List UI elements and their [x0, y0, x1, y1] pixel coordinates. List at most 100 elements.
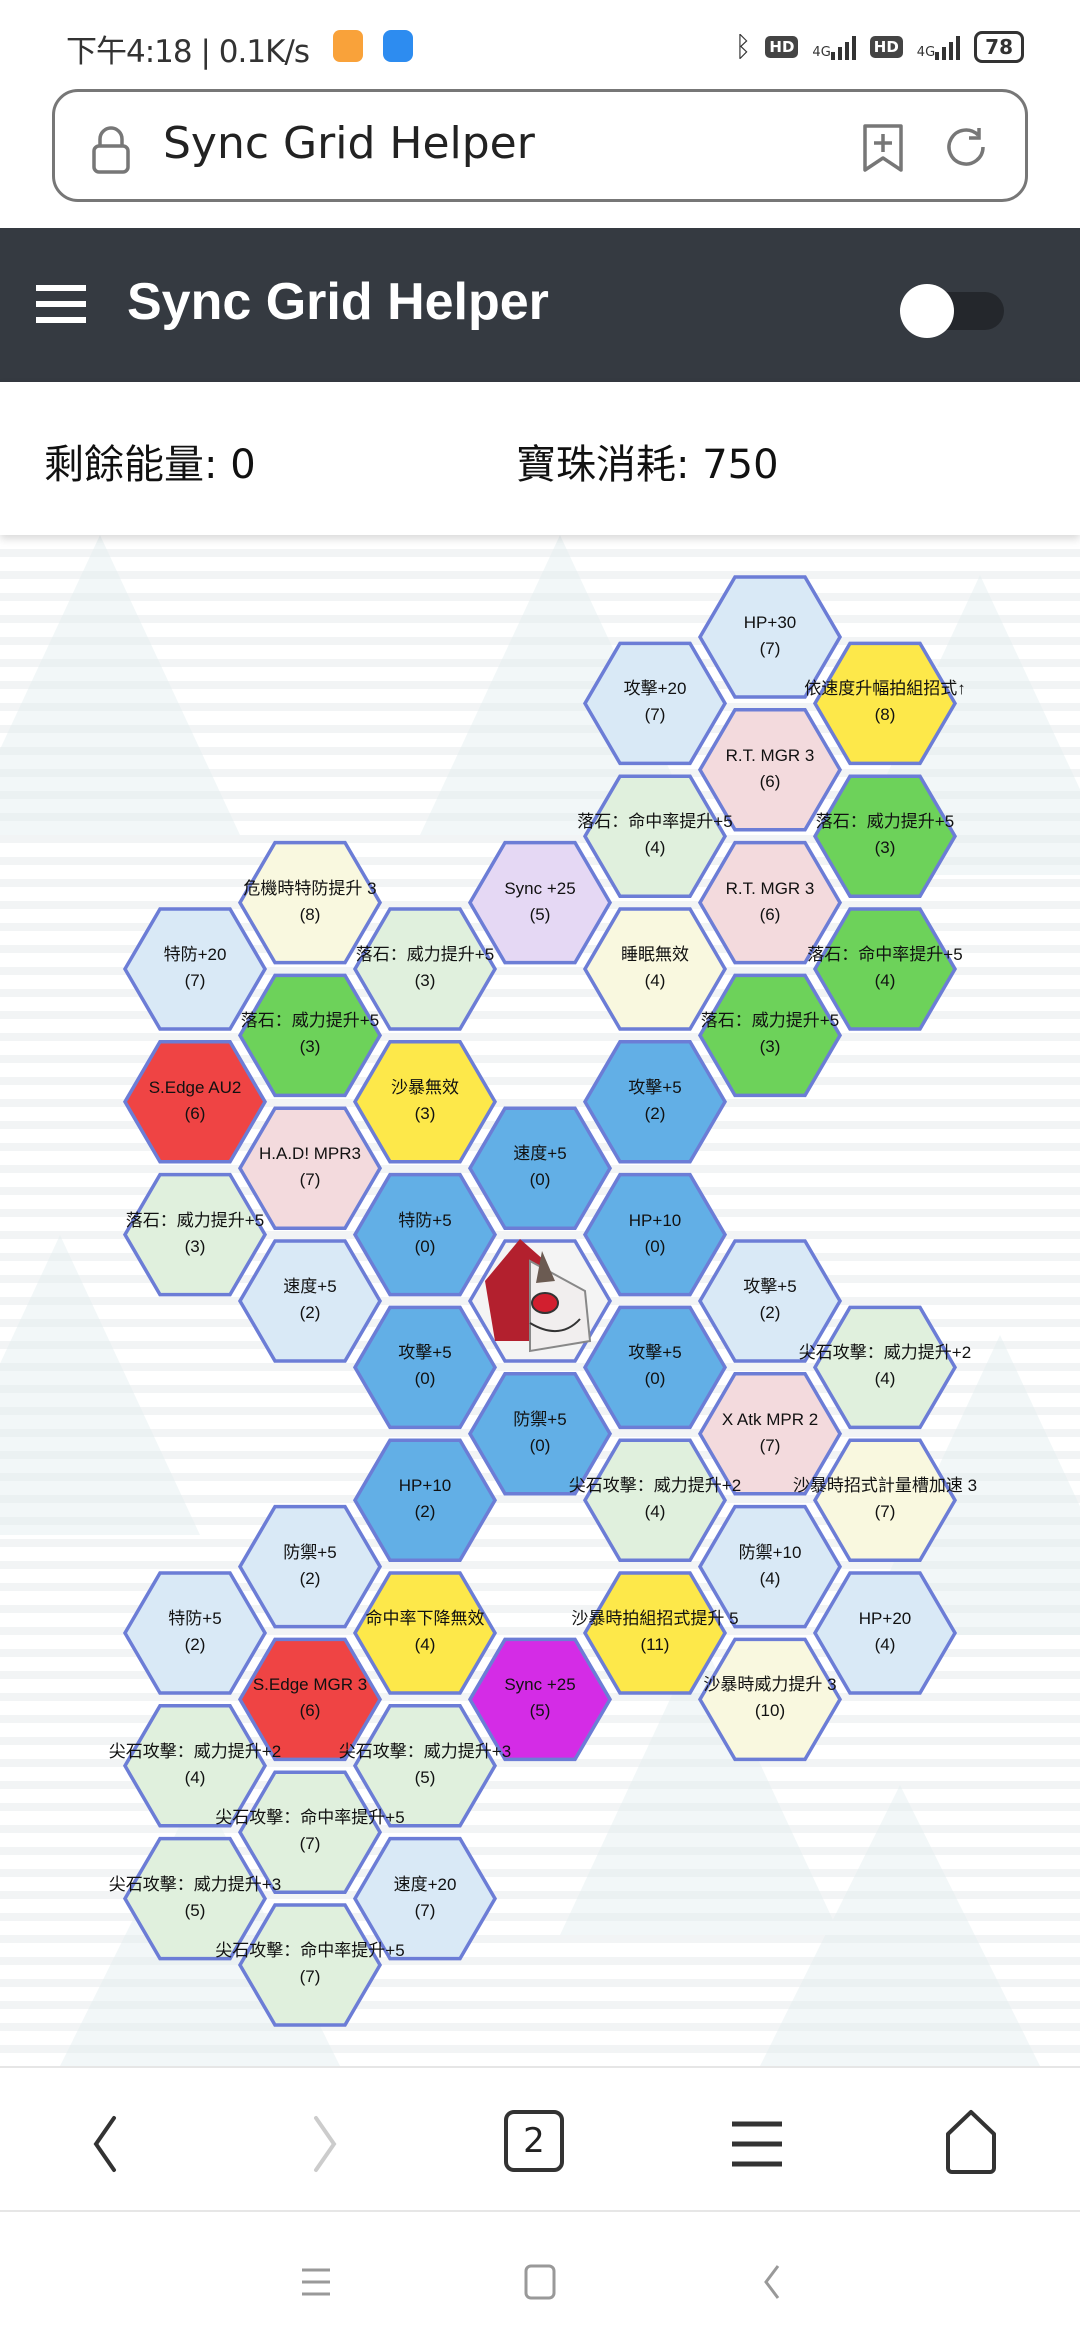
menu-icon[interactable]: [722, 2106, 792, 2176]
hex-skill-name: R.T. MGR 3: [725, 745, 815, 765]
grid-hex[interactable]: [237, 1504, 383, 1629]
grid-hex[interactable]: [812, 774, 958, 898]
grid-hex[interactable]: [122, 1172, 268, 1297]
hex-label: 防禦+10 (4): [739, 1540, 802, 1592]
grid-hex[interactable]: [352, 1571, 498, 1695]
hex-label: 依速度升幅拍組招式↑ (8): [804, 676, 966, 728]
hex-skill-name: 攻擊+5: [628, 1343, 682, 1363]
hex-label: Sync +25 (5): [504, 876, 575, 928]
grid-hex[interactable]: [352, 1305, 498, 1430]
hex-cost: (6): [759, 771, 781, 791]
grid-hex[interactable]: [237, 973, 383, 1098]
grid-hex[interactable]: [237, 1770, 383, 1894]
grid-hex[interactable]: [352, 1172, 498, 1297]
hex-skill-name: 尖石攻擊：威力提升+2: [798, 1343, 972, 1363]
mode-toggle[interactable]: [900, 284, 1006, 338]
add-bookmark-icon[interactable]: [861, 122, 905, 174]
hex-skill-name: HP+10: [628, 1210, 682, 1230]
grid-hex[interactable]: [122, 907, 268, 1031]
grid-hex[interactable]: [582, 1571, 728, 1695]
hex-cost: (4): [874, 1635, 896, 1654]
grid-hex[interactable]: [352, 1704, 498, 1828]
grid-hex[interactable]: [237, 1239, 383, 1363]
grid-hex[interactable]: [697, 1372, 843, 1496]
grid-hex[interactable]: [122, 1040, 268, 1164]
hex-skill-name: 尖石攻擊：威力提升+2: [108, 1741, 282, 1761]
grid-hex[interactable]: [582, 1305, 728, 1430]
hex-skill-name: 危機時特防提升 3: [243, 878, 377, 898]
hex-skill-name: S.Edge MGR 3: [252, 1675, 368, 1695]
hamburger-menu-icon[interactable]: [36, 285, 86, 323]
hex-cost: (2): [299, 1303, 321, 1322]
hex-skill-name: 尖石攻擊：威力提升+3: [108, 1874, 282, 1894]
chevron-right-icon[interactable]: [290, 2106, 360, 2176]
grid-hex[interactable]: [352, 907, 498, 1031]
grid-hex[interactable]: [467, 1372, 613, 1496]
notes-app-icon: [333, 30, 363, 62]
hex-skill-name: 依速度升幅拍組招式↑: [804, 679, 966, 699]
grid-hex[interactable]: [237, 1903, 383, 2027]
hex-label: 攻擊+5 (0): [628, 1340, 681, 1392]
hex-cost: (7): [299, 1170, 321, 1190]
stats-bar: 剩餘能量: 0 寶珠消耗: 750: [0, 382, 1080, 535]
grid-hex[interactable]: [582, 774, 728, 898]
tabs-button[interactable]: 2: [504, 2110, 564, 2172]
hex-label: R.T. MGR 3 (6): [726, 743, 815, 795]
hex-skill-name: 尖石攻擊：命中率提升+5: [215, 1808, 405, 1828]
grid-hex[interactable]: [582, 1040, 728, 1164]
hex-skill-name: 特防+5: [398, 1210, 452, 1230]
hex-skill-name: 特防+5: [168, 1609, 222, 1628]
home-icon[interactable]: [936, 2106, 1006, 2176]
grid-hex[interactable]: [697, 575, 843, 699]
reload-icon[interactable]: [943, 124, 989, 170]
chevron-left-icon[interactable]: [70, 2106, 140, 2176]
grid-hex[interactable]: [697, 708, 843, 832]
grid-hex[interactable]: [352, 1836, 498, 1961]
grid-hex[interactable]: [812, 1305, 958, 1430]
grid-hex[interactable]: [812, 1438, 958, 1562]
hex-skill-name: 沙暴時威力提升 3: [703, 1675, 837, 1695]
hex-skill-name: 落石：威力提升+5: [355, 945, 495, 964]
grid-hex[interactable]: [237, 840, 383, 965]
grid-hex[interactable]: [697, 1637, 843, 1762]
hex-skill-name: 防禦+5: [513, 1409, 567, 1429]
grid-hex[interactable]: [467, 1106, 613, 1230]
grid-hex[interactable]: [697, 840, 843, 965]
grid-hex[interactable]: [122, 1704, 268, 1828]
grid-hex[interactable]: [697, 1239, 843, 1363]
hex-label: 落石：威力提升+5 (3): [356, 942, 494, 994]
hex-label: 命中率下降無效 (4): [366, 1606, 485, 1658]
grid-hex[interactable]: [812, 641, 958, 766]
recents-icon[interactable]: [296, 2262, 336, 2302]
battery-indicator: 78: [974, 30, 1024, 63]
grid-hex[interactable]: [582, 641, 728, 766]
grid-hex[interactable]: [812, 1571, 958, 1695]
grid-hex[interactable]: [352, 1040, 498, 1164]
grid-hex[interactable]: [122, 1836, 268, 1961]
grid-hex[interactable]: [697, 1504, 843, 1629]
grid-hex[interactable]: [582, 1172, 728, 1297]
grid-hex[interactable]: [352, 1438, 498, 1562]
url-bar[interactable]: Sync Grid Helper: [52, 89, 1028, 202]
grid-hex[interactable]: [467, 840, 613, 965]
hex-label: 攻擊+20 (7): [624, 676, 687, 728]
hex-label: 落石：威力提升+5 (3): [241, 1008, 379, 1060]
grid-hex[interactable]: [812, 907, 958, 1031]
hex-label: S.Edge AU2 (6): [149, 1075, 242, 1127]
back-icon[interactable]: [752, 2262, 792, 2302]
grid-hex[interactable]: [237, 1637, 383, 1762]
hex-cost: (4): [759, 1568, 781, 1588]
grid-hex[interactable]: [582, 907, 728, 1031]
pokemon-portrait-icon: [485, 1239, 592, 1353]
hex-label: R.T. MGR 3 (6): [726, 876, 815, 928]
grid-hex[interactable]: [582, 1438, 728, 1562]
lock-icon: [92, 126, 130, 174]
grid-hex[interactable]: [122, 1571, 268, 1695]
grid-hex[interactable]: [237, 1106, 383, 1230]
hex-skill-name: 攻擊+5: [743, 1277, 797, 1296]
home-square-icon[interactable]: [520, 2262, 560, 2302]
hex-label: 攻擊+5 (2): [743, 1274, 796, 1326]
hex-label: 落石：威力提升+5 (3): [701, 1008, 839, 1060]
grid-hex[interactable]: [467, 1637, 613, 1762]
grid-hex[interactable]: [697, 973, 843, 1098]
